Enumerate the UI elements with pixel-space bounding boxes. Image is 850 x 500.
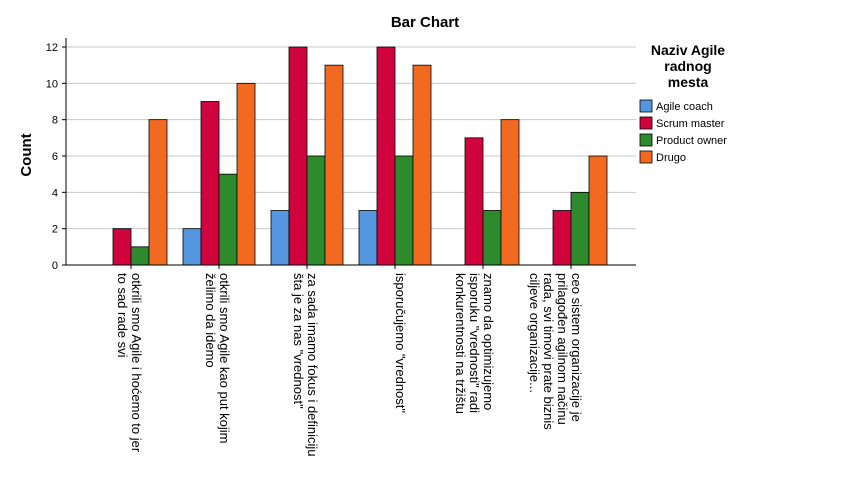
bar — [200, 101, 220, 266]
y-tick-label: 10 — [46, 78, 58, 90]
bar — [552, 210, 572, 266]
legend-swatch — [639, 99, 653, 113]
legend-swatch — [639, 150, 653, 164]
bar — [358, 210, 378, 266]
bar — [182, 228, 202, 266]
legend-swatch — [639, 133, 653, 147]
bar — [324, 64, 344, 266]
legend-swatch — [639, 116, 653, 130]
chart-title: Bar Chart — [391, 14, 459, 31]
bar — [218, 173, 238, 266]
bar — [236, 82, 256, 266]
bar — [500, 119, 520, 266]
bar — [588, 155, 608, 266]
x-tick-label: otkrili smo Agile i hoćemo to jerto sad … — [115, 273, 144, 453]
legend-title: Naziv Agile radnog mesta — [651, 42, 725, 90]
y-tick-label: 8 — [52, 115, 58, 127]
x-tick-label: otkrili smo Agile kao put kojimželimo da… — [203, 273, 232, 444]
y-tick-label: 12 — [46, 42, 58, 54]
legend-label: Product owner — [656, 135, 727, 147]
y-tick-label: 6 — [52, 151, 58, 163]
y-axis-label: Count — [18, 133, 35, 176]
bar — [270, 210, 290, 266]
x-tick-label: za sada imamo fokus i definicijušta je z… — [291, 273, 320, 457]
bar — [130, 246, 150, 266]
bar — [306, 155, 326, 266]
bar — [394, 155, 414, 266]
x-tick-label: ceo sistem organizacije jeprilagođen agi… — [527, 273, 584, 430]
legend-label: Drugo — [656, 152, 686, 164]
y-tick-label: 0 — [52, 260, 58, 272]
bar — [148, 119, 168, 266]
x-tick-label: isporučujemo "vrednost" — [393, 273, 408, 413]
legend-label: Agile coach — [656, 101, 713, 113]
y-tick-label: 4 — [52, 187, 58, 199]
bar — [482, 210, 502, 266]
bar — [288, 46, 308, 266]
bar — [112, 228, 132, 266]
y-tick-label: 2 — [52, 224, 58, 236]
bar — [570, 191, 590, 266]
bar — [464, 137, 484, 266]
x-tick-label: znamo da optimizujemoisporuku "vrednosti… — [453, 273, 496, 414]
legend-label: Scrum master — [656, 118, 725, 130]
bar — [412, 64, 432, 266]
bar — [376, 46, 396, 266]
